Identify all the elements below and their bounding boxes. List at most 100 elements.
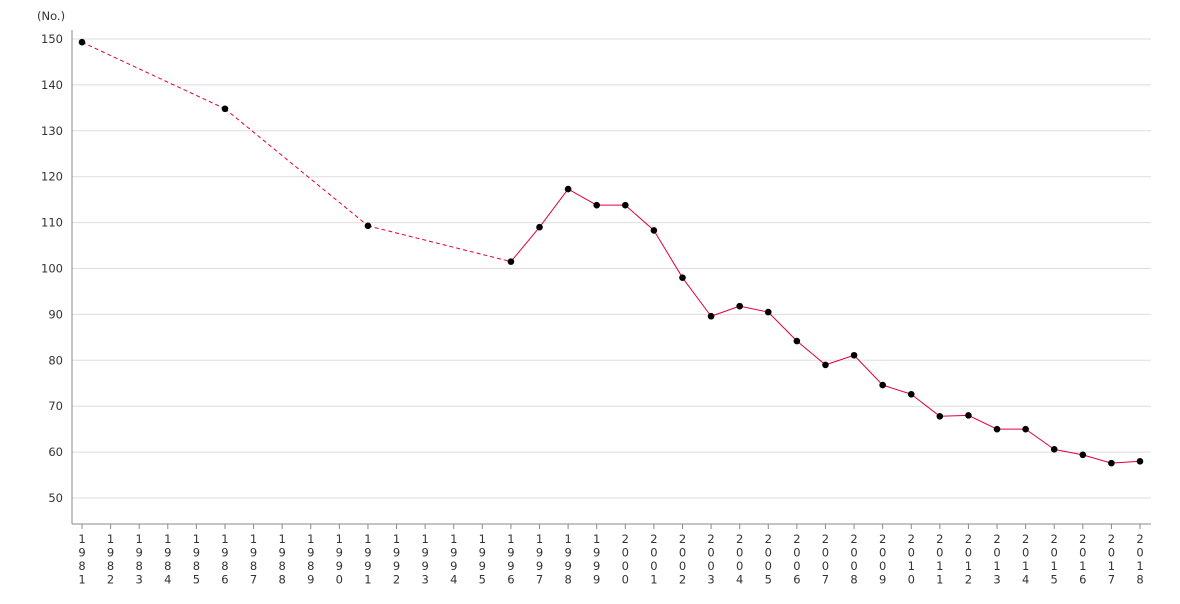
data-point — [564, 185, 572, 193]
series-segment — [567, 188, 597, 206]
series-segment — [825, 354, 855, 366]
x-tick-labels: 1 9 8 1 1 9 8 2 1 9 8 3 1 9 8 4 1 9 8 5 1 9 8 6 1 9 8 7 1 9 8 8 1 9 8 9 1 9 9 0… — [78, 524, 1144, 587]
series-segment — [739, 305, 769, 313]
data-point — [764, 308, 772, 316]
y-tick-label: 60 — [48, 445, 63, 459]
series-segment-dashed — [224, 108, 369, 227]
data-point — [707, 312, 715, 320]
series-segment — [1054, 448, 1083, 456]
series-segment — [539, 188, 569, 228]
series-segment-dashed — [81, 41, 226, 110]
y-tick-label: 50 — [48, 491, 63, 505]
series-line — [81, 41, 1141, 464]
y-tick-label: 80 — [48, 353, 63, 367]
series-segment — [510, 226, 540, 262]
data-point — [507, 258, 515, 265]
data-point — [536, 223, 543, 231]
data-point — [1136, 457, 1144, 465]
series-segment — [710, 305, 740, 317]
series-segment — [910, 393, 941, 417]
data-point — [78, 38, 86, 46]
y-tick-label: 140 — [41, 78, 63, 92]
data-point — [936, 412, 944, 420]
data-point — [621, 201, 629, 209]
y-axis-unit-label: (No.) — [37, 9, 65, 23]
series-segment — [1111, 460, 1141, 464]
y-tick-label: 70 — [48, 399, 63, 413]
series-segment — [1025, 428, 1055, 450]
y-tick-label: 110 — [41, 216, 63, 230]
y-tick-label: 90 — [48, 307, 63, 321]
y-tick-labels: 50 60 70 80 90 100 110 120 130 140 150 — [41, 32, 63, 505]
y-tick-label: 100 — [41, 262, 63, 276]
data-point — [679, 274, 686, 281]
data-point — [822, 361, 829, 369]
grid — [72, 38, 1151, 499]
data-point — [907, 390, 915, 398]
y-tick-label: 150 — [41, 32, 63, 46]
series-segment — [653, 230, 683, 278]
series-segment — [882, 384, 912, 395]
series-segment — [1082, 454, 1112, 464]
data-point — [593, 201, 601, 209]
series-segment — [767, 311, 798, 342]
series-points — [78, 38, 1144, 467]
data-point — [850, 351, 858, 359]
y-tick-label: 130 — [41, 124, 63, 138]
data-point — [1050, 446, 1058, 453]
data-point — [1108, 459, 1115, 467]
y-tick-label: 120 — [41, 170, 63, 184]
data-point — [1079, 451, 1087, 459]
data-point — [993, 425, 1001, 433]
series-segment — [624, 204, 655, 231]
series-segment — [939, 414, 969, 417]
data-point — [793, 337, 801, 345]
data-point — [1022, 425, 1029, 433]
series-segment — [796, 340, 826, 366]
series-segment — [968, 414, 998, 430]
data-point — [736, 302, 743, 310]
data-point — [364, 222, 372, 230]
data-point — [650, 227, 658, 234]
data-point — [221, 105, 229, 113]
axes: (No.) — [37, 9, 1151, 525]
series-segment — [853, 354, 884, 386]
series-segment-dashed — [367, 225, 512, 263]
data-point — [965, 412, 972, 419]
data-point — [879, 381, 886, 389]
